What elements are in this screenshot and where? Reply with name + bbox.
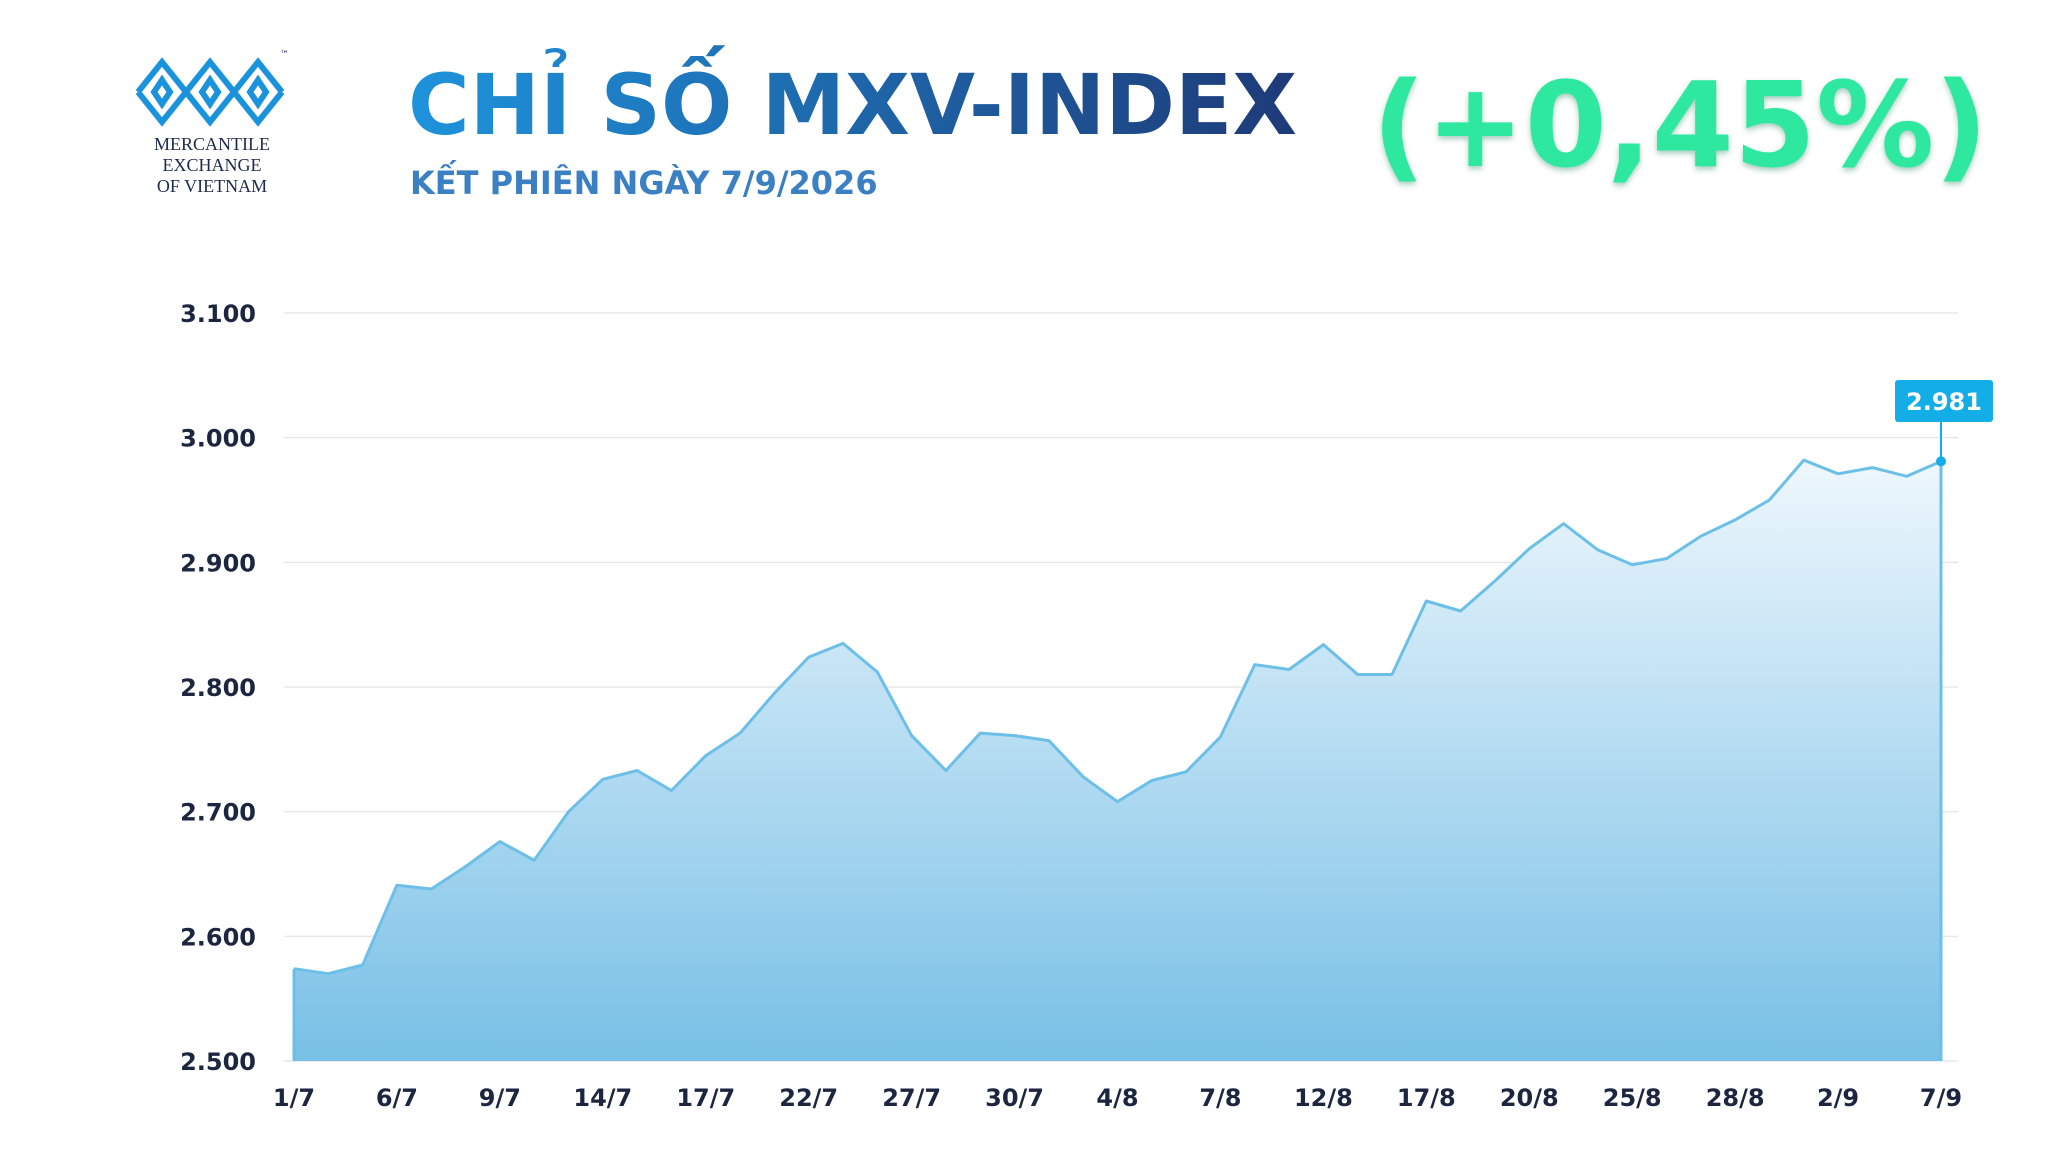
x-tick-label: 7/8 [1199,1084,1241,1112]
line [293,458,1942,976]
chart-subtitle: KẾT PHIÊN NGÀY 7/9/2026 [410,160,878,202]
logo-text: MERCANTILE [154,134,270,154]
x-tick-label: 4/8 [1096,1084,1138,1112]
x-tick-label: 27/7 [882,1084,941,1112]
x-tick-label: 7/9 [1920,1084,1962,1112]
value-label: 2.981 [1906,388,1982,416]
x-tick-label: 9/7 [479,1084,521,1112]
point [1936,456,1946,467]
area [294,460,1941,1062]
x-tick-label: 17/7 [676,1084,735,1112]
logo-icon [135,57,285,127]
x-tick-label: 22/7 [779,1084,838,1112]
y-tick-label: 3.000 [180,425,256,453]
x-tick-label: 17/8 [1397,1084,1456,1112]
x-tick-label: 12/8 [1294,1084,1353,1112]
y-tick-label: 2.800 [180,674,256,702]
y-tick-label: 3.100 [180,300,256,328]
x-tick-label: 30/7 [985,1084,1044,1112]
x-tick-label: 28/8 [1706,1084,1765,1112]
value-label-box [1895,380,1993,422]
x-tick-label: 25/8 [1603,1084,1662,1112]
y-tick-label: 2.700 [180,799,256,827]
logo-text: OF VIETNAM [157,176,267,196]
change-label: (+0,45%) [1372,56,1988,194]
y-tick-label: 2.600 [180,923,256,951]
chart-title: CHỈ SỐ MXV-INDEX [408,45,1297,154]
y-tick-label: 2.900 [180,549,256,577]
x-tick-label: 20/8 [1500,1084,1559,1112]
x-tick-label: 1/7 [273,1084,315,1112]
logo-trademark: ™ [280,50,289,60]
y-tick-label: 2.500 [180,1048,256,1076]
x-tick-label: 14/7 [573,1084,632,1112]
logo-text: EXCHANGE [163,155,262,175]
x-tick-label: 2/9 [1817,1084,1859,1112]
x-tick-label: 6/7 [376,1084,418,1112]
